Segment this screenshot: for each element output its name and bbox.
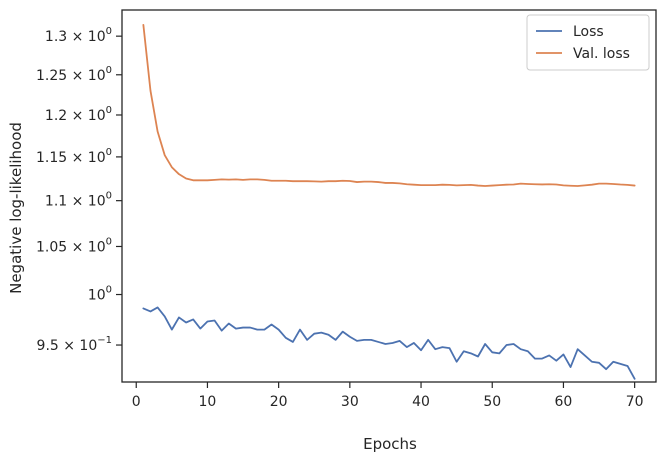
series-line-loss: [142, 306, 636, 380]
legend: Loss Val. loss: [526, 14, 650, 71]
y-tick-label: 1.2 × 100: [45, 105, 112, 124]
legend-label-val-loss: Val. loss: [573, 46, 630, 62]
x-tick-label: 30: [341, 394, 359, 410]
y-tick-label: 1.3 × 100: [45, 26, 112, 45]
x-tick-label: 70: [626, 394, 644, 410]
x-axis-label: Epochs: [363, 435, 417, 453]
y-tick-label: 1.1 × 100: [45, 191, 112, 210]
y-tick-label: 100: [88, 285, 112, 304]
y-tick-label: 9.5 × 10−1: [37, 335, 112, 354]
y-tick-label: 1.15 × 100: [36, 147, 112, 166]
series-line-val-loss: [142, 23, 636, 187]
series-layer: [142, 23, 636, 380]
x-tick-label: 60: [555, 394, 573, 410]
x-tick-label: 20: [270, 394, 288, 410]
plot-frame: [121, 9, 657, 383]
x-tick-label: 10: [199, 394, 217, 410]
x-tick-label: 0: [132, 394, 141, 410]
legend-label-loss: Loss: [573, 24, 604, 40]
x-tick-label: 50: [483, 394, 501, 410]
y-axis-label: Negative log-likelihood: [7, 122, 25, 294]
y-tick-label: 1.05 × 100: [36, 236, 112, 255]
axes-layer: 0 10 20 30 40 50 60 70 1.3 × 100 1.25 × 100 1.2 × …: [36, 9, 657, 410]
x-tick-label: 40: [412, 394, 430, 410]
y-tick-label: 1.25 × 100: [36, 65, 112, 84]
legend-box: [526, 14, 650, 71]
